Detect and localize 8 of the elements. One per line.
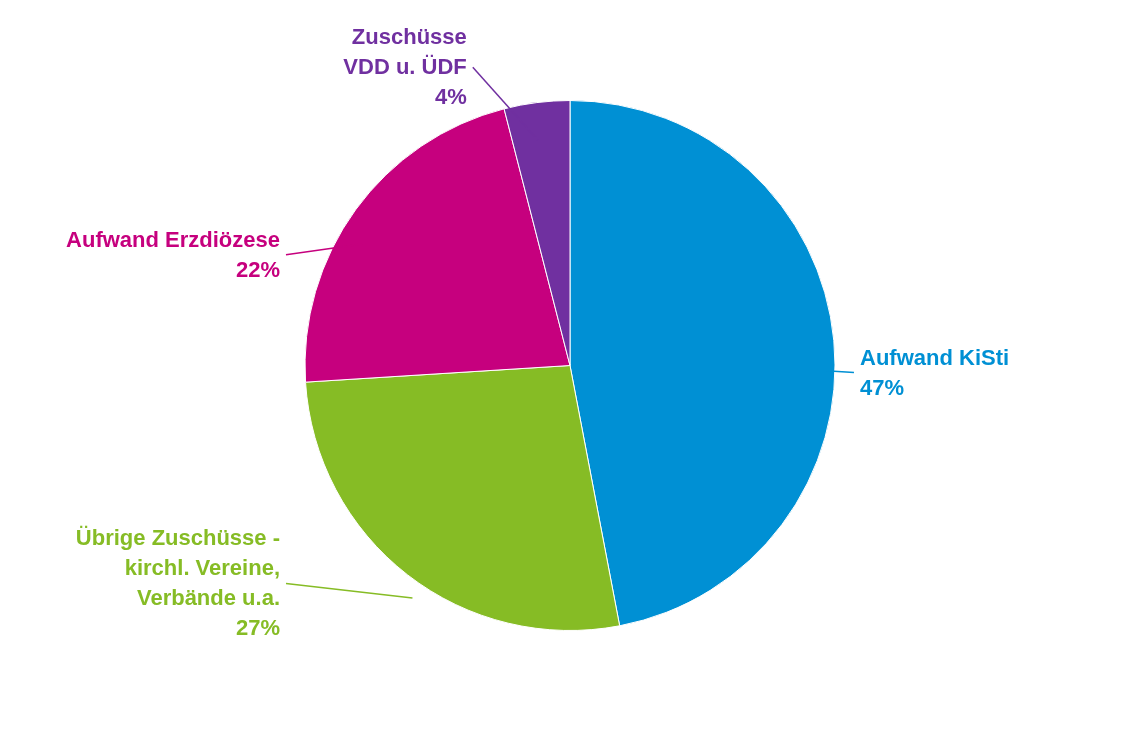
slice-label: Aufwand Erzdiözese (66, 226, 280, 252)
slice-label: Aufwand KiSti (860, 344, 1010, 370)
data-label: 27% (235, 615, 280, 641)
data-label: 47% (860, 374, 905, 400)
data-label: 4% (434, 84, 467, 110)
slice-label: Zuschüsse VDD u. ÜDF (343, 24, 467, 80)
data-label: 22% (235, 256, 280, 282)
slice-label: Übrige Zuschüsse - kirchl. Vereine, Verbände u.a. (75, 525, 280, 611)
